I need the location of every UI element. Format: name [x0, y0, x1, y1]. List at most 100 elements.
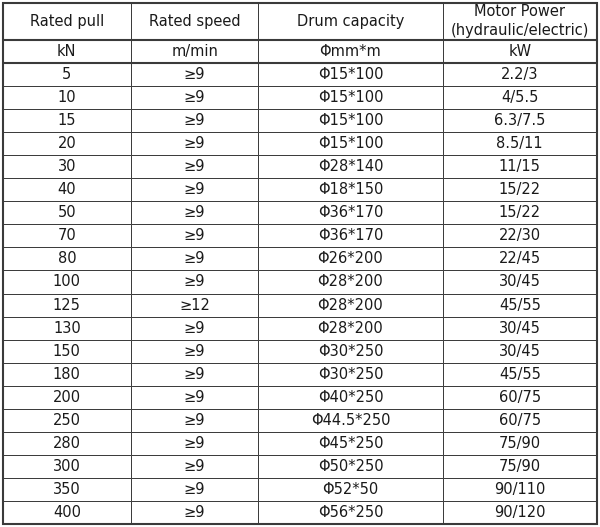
Bar [131, 363, 259, 386]
Bar [259, 63, 443, 86]
Text: 280: 280 [53, 436, 81, 451]
Bar [443, 294, 597, 317]
Bar [131, 201, 259, 225]
Bar [259, 225, 443, 247]
Bar [259, 247, 443, 270]
Bar [259, 155, 443, 178]
Bar [259, 201, 443, 225]
Text: 70: 70 [58, 228, 76, 243]
Text: Rated pull: Rated pull [30, 14, 104, 28]
Bar [259, 109, 443, 132]
Text: Motor Power
(hydraulic/electric): Motor Power (hydraulic/electric) [451, 4, 589, 38]
Text: Φ28*200: Φ28*200 [317, 298, 383, 313]
Bar [3, 109, 131, 132]
Text: 30/45: 30/45 [499, 320, 541, 336]
Text: 350: 350 [53, 482, 81, 497]
Bar [259, 501, 443, 524]
Bar [3, 386, 131, 409]
Bar [131, 247, 259, 270]
Text: Drum capacity: Drum capacity [297, 14, 404, 28]
Text: 75/90: 75/90 [499, 459, 541, 474]
Text: Φ26*200: Φ26*200 [317, 251, 383, 266]
Bar [131, 386, 259, 409]
Bar [3, 270, 131, 294]
Bar [3, 340, 131, 363]
Bar [259, 432, 443, 455]
Text: 90/110: 90/110 [494, 482, 545, 497]
Text: Φ36*170: Φ36*170 [318, 228, 383, 243]
Text: 15/22: 15/22 [499, 205, 541, 220]
Bar [443, 478, 597, 501]
Text: Φ56*250: Φ56*250 [318, 505, 383, 520]
Text: 100: 100 [53, 275, 81, 289]
Text: 40: 40 [58, 182, 76, 197]
Bar [443, 270, 597, 294]
Text: 45/55: 45/55 [499, 298, 541, 313]
Bar [131, 294, 259, 317]
Bar [3, 86, 131, 109]
Text: 45/55: 45/55 [499, 367, 541, 382]
Text: 60/75: 60/75 [499, 413, 541, 428]
Text: Φ15*100: Φ15*100 [318, 90, 383, 105]
Text: Φ36*170: Φ36*170 [318, 205, 383, 220]
Bar [443, 432, 597, 455]
Bar [259, 132, 443, 155]
Bar [131, 155, 259, 178]
Text: 60/75: 60/75 [499, 390, 541, 405]
Bar [3, 63, 131, 86]
Text: 400: 400 [53, 505, 81, 520]
Bar [3, 40, 131, 63]
Text: Φ30*250: Φ30*250 [318, 367, 383, 382]
Text: Φmm*m: Φmm*m [320, 44, 382, 58]
Text: Φ40*250: Φ40*250 [317, 390, 383, 405]
Bar [3, 409, 131, 432]
Text: ≥9: ≥9 [184, 436, 205, 451]
Text: 50: 50 [58, 205, 76, 220]
Text: Φ15*100: Φ15*100 [318, 113, 383, 128]
Text: 300: 300 [53, 459, 81, 474]
Text: 180: 180 [53, 367, 81, 382]
Text: kN: kN [57, 44, 77, 58]
Bar [259, 455, 443, 478]
Bar [3, 501, 131, 524]
Bar [443, 247, 597, 270]
Bar [259, 178, 443, 201]
Bar [259, 3, 443, 40]
Text: 30: 30 [58, 159, 76, 174]
Text: 22/45: 22/45 [499, 251, 541, 266]
Text: Φ45*250: Φ45*250 [318, 436, 383, 451]
Text: Φ30*250: Φ30*250 [318, 344, 383, 359]
Bar [3, 3, 131, 40]
Bar [259, 478, 443, 501]
Text: m/min: m/min [171, 44, 218, 58]
Bar [3, 363, 131, 386]
Text: Φ50*250: Φ50*250 [317, 459, 383, 474]
Text: ≥9: ≥9 [184, 413, 205, 428]
Text: 75/90: 75/90 [499, 436, 541, 451]
Text: ≥9: ≥9 [184, 251, 205, 266]
Text: ≥9: ≥9 [184, 67, 205, 82]
Text: 250: 250 [53, 413, 81, 428]
Text: ≥9: ≥9 [184, 390, 205, 405]
Text: Rated speed: Rated speed [149, 14, 241, 28]
Text: Φ52*50: Φ52*50 [322, 482, 379, 497]
Text: 15/22: 15/22 [499, 182, 541, 197]
Text: 90/120: 90/120 [494, 505, 545, 520]
Bar [3, 225, 131, 247]
Bar [131, 86, 259, 109]
Text: 5: 5 [62, 67, 71, 82]
Bar [443, 132, 597, 155]
Text: 6.3/7.5: 6.3/7.5 [494, 113, 545, 128]
Text: 150: 150 [53, 344, 81, 359]
Text: ≥9: ≥9 [184, 275, 205, 289]
Bar [3, 455, 131, 478]
Bar [131, 478, 259, 501]
Text: 10: 10 [58, 90, 76, 105]
Bar [259, 317, 443, 340]
Text: Φ28*200: Φ28*200 [317, 275, 383, 289]
Bar [3, 155, 131, 178]
Bar [443, 86, 597, 109]
Bar [131, 178, 259, 201]
Text: ≥9: ≥9 [184, 113, 205, 128]
Bar [443, 178, 597, 201]
